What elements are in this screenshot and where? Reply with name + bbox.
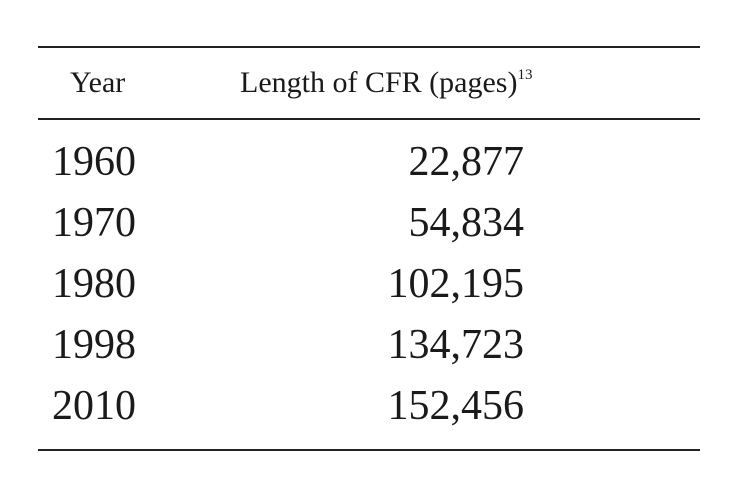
header-rule: [38, 118, 700, 120]
cell-length: 54,834: [408, 200, 525, 246]
table-header: Year Length of CFR (pages)13: [38, 48, 700, 118]
cell-year: 1960: [52, 139, 136, 185]
cell-length: 134,723: [387, 322, 525, 368]
top-rule: [38, 46, 700, 48]
cell-length: 102,195: [387, 261, 525, 307]
footnote-ref: 13: [517, 67, 533, 83]
header-length: Length of CFR (pages)13: [240, 66, 532, 100]
cell-year: 1970: [52, 200, 136, 246]
table-row: 1970 54,834: [38, 195, 700, 256]
cell-year: 2010: [52, 383, 136, 429]
table-row: 2010 152,456: [38, 378, 700, 439]
cfr-length-table: Year Length of CFR (pages)13 1960 22,877…: [38, 46, 700, 451]
table-row: 1998 134,723: [38, 317, 700, 378]
cell-length: 22,877: [408, 139, 525, 185]
table-body: 1960 22,877 1970 54,834 1980 102,195 199…: [38, 120, 700, 449]
header-length-label: Length of CFR (pages): [240, 66, 518, 99]
bottom-rule: [38, 449, 700, 451]
cell-length: 152,456: [387, 383, 525, 429]
table-row: 1960 22,877: [38, 134, 700, 195]
cell-year: 1980: [52, 261, 136, 307]
cell-year: 1998: [52, 322, 136, 368]
table-row: 1980 102,195: [38, 256, 700, 317]
header-year: Year: [70, 66, 126, 99]
